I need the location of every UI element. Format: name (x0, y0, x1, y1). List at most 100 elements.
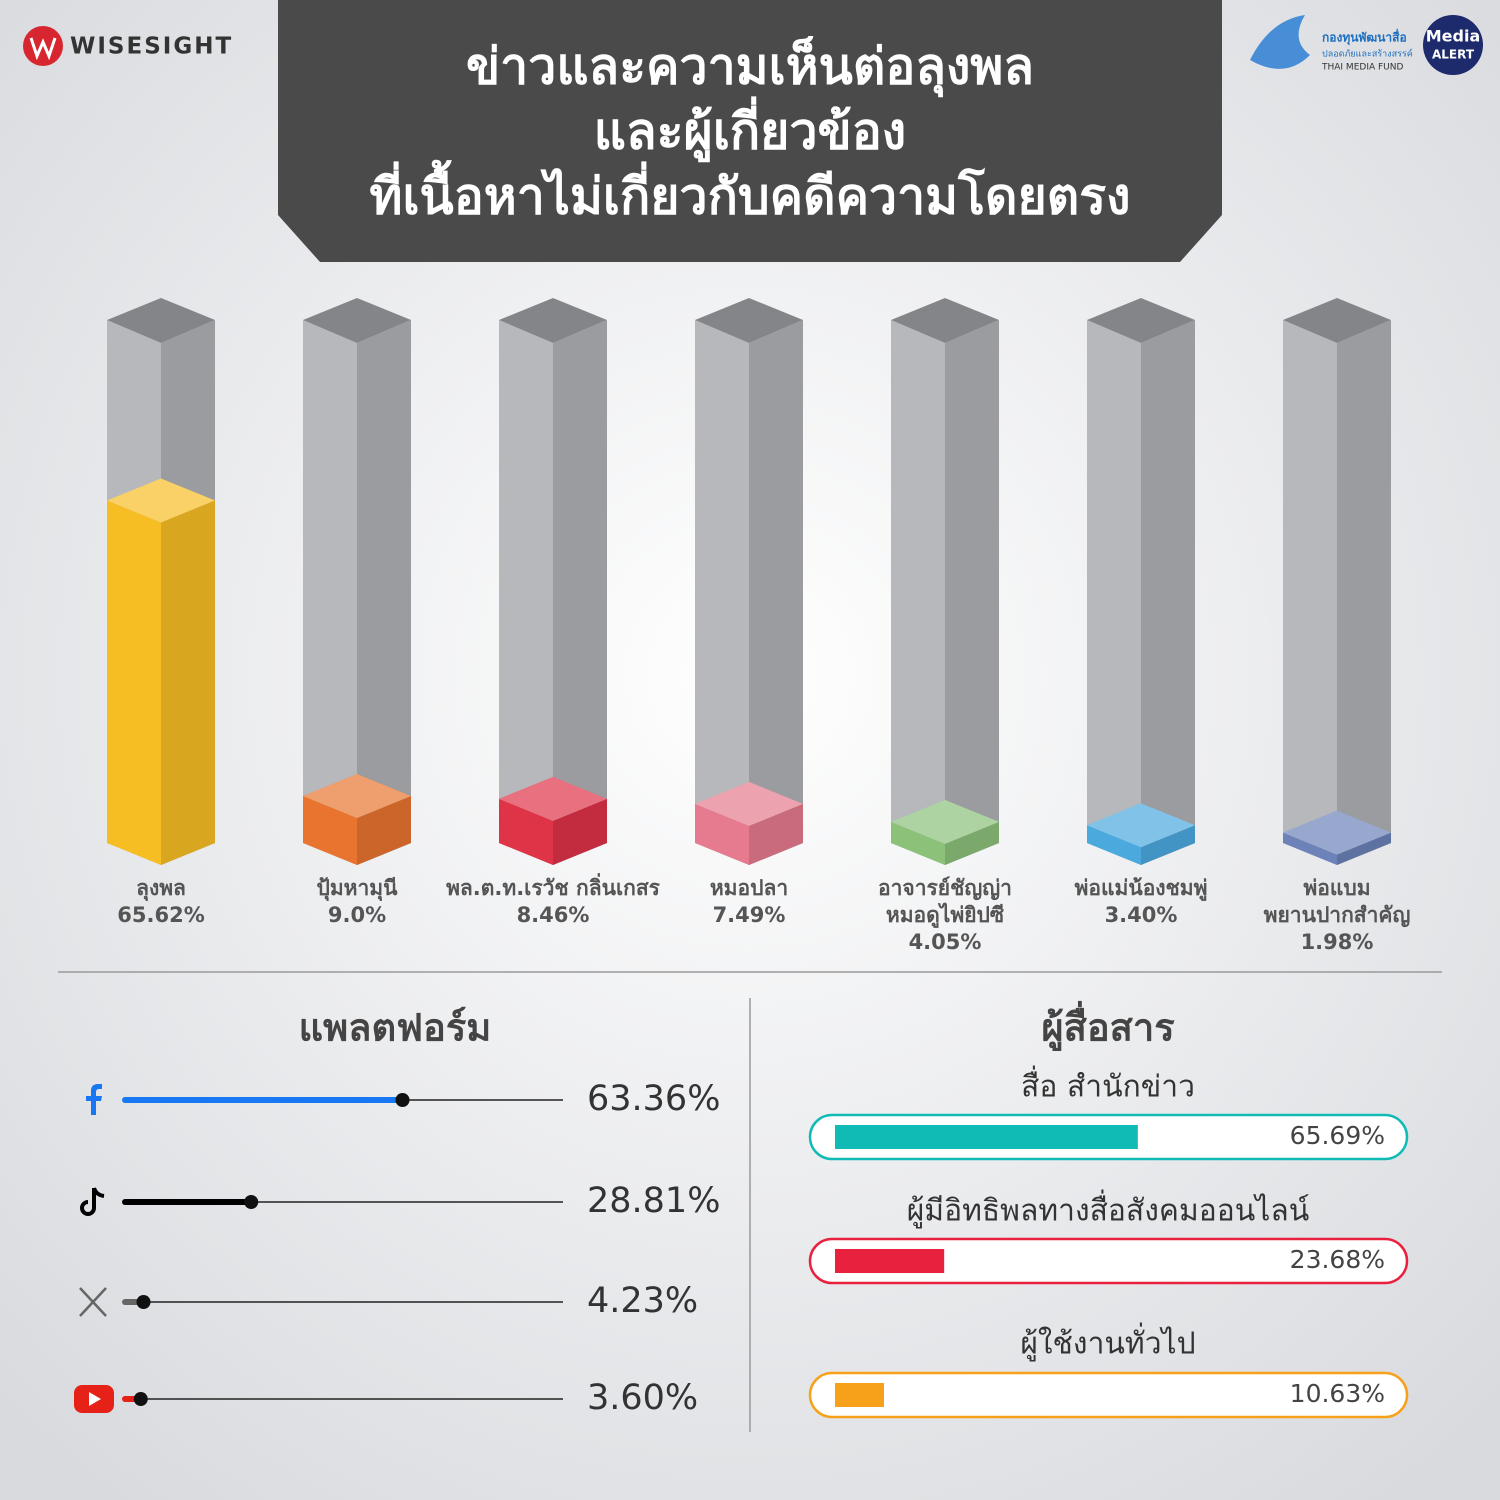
title-line: ข่าวและความเห็นต่อลุงพล (466, 36, 1034, 98)
bar-top (891, 799, 999, 844)
bar-top (107, 478, 215, 523)
column-top (1283, 298, 1391, 343)
bar-left (499, 798, 553, 865)
facebook-icon (86, 1084, 102, 1115)
column-left (1087, 320, 1141, 865)
title-line: และผู้เกี่ยวข้อง (594, 97, 906, 163)
value-label: 3.40% (1105, 903, 1178, 927)
column-right (553, 320, 607, 865)
bar-top (303, 774, 411, 819)
x-icon-stroke (79, 1287, 107, 1317)
value-label: 28.81% (587, 1181, 720, 1221)
bar-right-shade (161, 500, 215, 865)
column-left (695, 320, 749, 865)
bar-right (1337, 832, 1391, 865)
bar (835, 1383, 885, 1407)
column-top (891, 298, 999, 343)
category-label: อาจารย์ชัญญ่า (878, 876, 1012, 901)
category-label: ผู้มีอิทธิพลทางสื่อสังคมออนไลน์ (907, 1190, 1310, 1229)
value-label: 65.62% (117, 903, 204, 927)
dot (133, 1392, 148, 1406)
bar-right (749, 803, 803, 865)
bar-right-shade (1141, 825, 1195, 865)
wisesight-logo (23, 26, 63, 66)
column-top (1087, 298, 1195, 343)
column-right (749, 320, 803, 865)
value-label: 9.0% (328, 903, 386, 927)
bar-left (1283, 832, 1337, 865)
bar-right (357, 796, 411, 865)
capsule (808, 1237, 1409, 1285)
column-top (303, 298, 411, 343)
bar-right-shade (1337, 832, 1391, 865)
column-right (945, 320, 999, 865)
column-top (695, 298, 803, 343)
category-label: พ่อแม่น้องชมพู่ (1075, 876, 1208, 902)
title-line: ที่เนื้อหาไม่เกี่ยวกับคดีความโดยตรง (370, 160, 1131, 226)
bar-right (945, 821, 999, 865)
fund-sub: ปลอดภัยและสร้างสรรค์ (1322, 48, 1413, 60)
bar-top (499, 776, 607, 821)
bar-left (107, 500, 161, 865)
bar-top-shine (303, 774, 411, 819)
youtube-play (89, 1392, 101, 1406)
category-label: ปุ้มหามุนี (316, 876, 398, 902)
bar-right-shade (553, 798, 607, 865)
bar-right (553, 798, 607, 865)
bar-top-shine (695, 781, 803, 826)
column-left (303, 320, 357, 865)
value-label: 3.60% (587, 1378, 698, 1418)
value-label: 63.36% (587, 1079, 720, 1119)
media-alert-text: ALERT (1432, 48, 1475, 62)
title-box (278, 0, 1222, 262)
x-icon (79, 1287, 107, 1317)
category-label: สื่อ สำนักข่าว (1021, 1066, 1195, 1105)
value-label: 7.49% (713, 903, 786, 927)
category-label: หมอดูไพ่ยิปซี (886, 902, 1004, 929)
column-left (499, 320, 553, 865)
bar-right-shade (945, 821, 999, 865)
category-label: ลุงพล (136, 876, 186, 902)
bar-left (695, 803, 749, 865)
category-label: ผู้ใช้งานทั่วไป (1020, 1323, 1195, 1362)
value-label: 1.98% (1301, 930, 1374, 954)
category-label: พยานปากสำคัญ (1264, 903, 1411, 928)
bar-right (1141, 825, 1195, 865)
value-label: 8.46% (517, 903, 590, 927)
media-alert-text: Media (1426, 27, 1481, 46)
bar-left (1087, 825, 1141, 865)
value-label: 23.68% (1290, 1245, 1385, 1274)
wisesight-name: WISESIGHT (70, 34, 233, 60)
column-right (1141, 320, 1195, 865)
bar (835, 1249, 945, 1273)
fund-name: กองทุนพัฒนาสื่อ (1322, 29, 1407, 46)
category-label: หมอปลา (710, 876, 788, 900)
section-title: แพลตฟอร์ม (299, 1006, 492, 1050)
dot (395, 1093, 410, 1107)
bar-top-shine (1087, 803, 1195, 848)
bar-right (161, 500, 215, 865)
bar (835, 1125, 1138, 1149)
bar-top (695, 781, 803, 826)
bar-top-shine (499, 776, 607, 821)
value-label: 4.23% (587, 1281, 698, 1321)
category-label: พล.ต.ท.เรวัช กลิ่นเกสร (446, 872, 661, 900)
section-title: ผู้สื่อสาร (1041, 1001, 1175, 1052)
column-top (107, 298, 215, 343)
column-left (1283, 320, 1337, 865)
bar-top-shine (1283, 810, 1391, 855)
bar-left (891, 821, 945, 865)
bar-top (1087, 803, 1195, 848)
tiktok-icon (80, 1187, 105, 1216)
capsule (808, 1371, 1409, 1419)
bar-right-shade (749, 803, 803, 865)
fund-bird (1250, 15, 1310, 69)
bar-left (303, 796, 357, 865)
dot (136, 1295, 151, 1309)
media-alert-logo (1423, 15, 1483, 75)
dot (244, 1195, 259, 1209)
bar-top-shine (107, 478, 215, 523)
column-left (891, 320, 945, 865)
category-label: พ่อแบม (1303, 876, 1370, 900)
